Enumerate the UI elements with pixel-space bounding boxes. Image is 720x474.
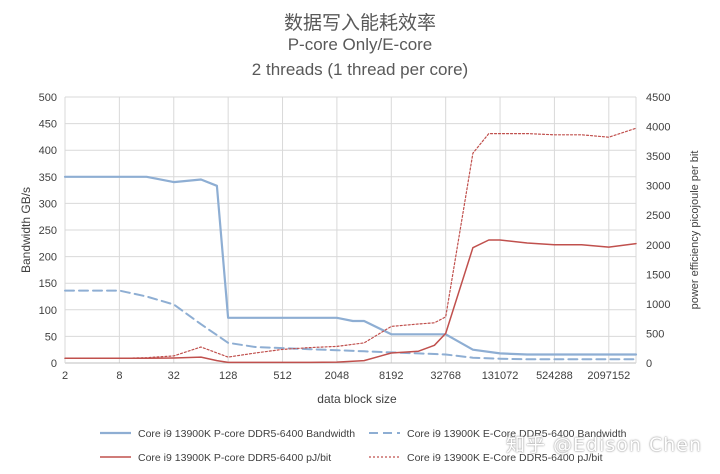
y-tick-label: 500 bbox=[39, 92, 57, 104]
x-tick-label: 8192 bbox=[379, 370, 403, 382]
x-tick-label: 131072 bbox=[482, 370, 519, 382]
y-tick-label: 300 bbox=[39, 198, 57, 210]
grid-lines bbox=[65, 97, 636, 363]
x-tick-label: 32768 bbox=[430, 370, 461, 382]
series-lines bbox=[65, 128, 636, 362]
axes: 0 50 100 150 200 250 300 350 400 450 500 0 500 1000 15… bbox=[39, 92, 671, 382]
y-tick-label: 400 bbox=[39, 145, 57, 157]
series-line-2 bbox=[65, 291, 636, 360]
watermark: 知乎 @Edison Chen bbox=[506, 430, 702, 457]
y2-tick-label: 4000 bbox=[646, 122, 670, 134]
y-tick-label: 250 bbox=[39, 225, 57, 237]
x-tick-label: 2048 bbox=[325, 370, 349, 382]
x-tick-label: 512 bbox=[273, 370, 291, 382]
y2-tick-label: 3000 bbox=[646, 181, 670, 193]
y2-tick-label: 2500 bbox=[646, 210, 670, 222]
y2-axis-label: power efficiency picojoule per bit bbox=[689, 151, 701, 310]
y-tick-label: 100 bbox=[39, 305, 57, 317]
x-axis-label: data block size bbox=[317, 392, 397, 406]
y2-tick-label: 4500 bbox=[646, 92, 670, 104]
y2-tick-label: 3500 bbox=[646, 151, 670, 163]
y-tick-label: 0 bbox=[51, 358, 57, 370]
y-tick-label: 200 bbox=[39, 252, 57, 264]
y-tick-label: 450 bbox=[39, 119, 57, 131]
y-tick-label: 350 bbox=[39, 172, 57, 184]
x-tick-label: 524288 bbox=[536, 370, 573, 382]
y2-tick-label: 2000 bbox=[646, 240, 670, 252]
x-tick-label: 128 bbox=[219, 370, 237, 382]
x-tick-label: 32 bbox=[168, 370, 180, 382]
y2-tick-label: 1500 bbox=[646, 269, 670, 281]
series-line-3 bbox=[65, 240, 636, 362]
y2-tick-label: 1000 bbox=[646, 299, 670, 311]
series-line-4 bbox=[65, 128, 636, 358]
y-tick-label: 150 bbox=[39, 278, 57, 290]
y-tick-label: 50 bbox=[45, 331, 57, 343]
legend-label-3: Core i9 13900K P-core DDR5-6400 pJ/bit bbox=[138, 452, 331, 464]
y-axis-label: Bandwidth GB/s bbox=[19, 187, 33, 273]
legend-label-1: Core i9 13900K P-core DDR5-6400 Bandwidt… bbox=[138, 428, 355, 440]
y2-tick-label: 500 bbox=[646, 328, 664, 340]
y2-tick-label: 0 bbox=[646, 358, 652, 370]
x-tick-label: 2 bbox=[62, 370, 68, 382]
x-tick-label: 8 bbox=[116, 370, 122, 382]
x-tick-label: 2097152 bbox=[587, 370, 630, 382]
